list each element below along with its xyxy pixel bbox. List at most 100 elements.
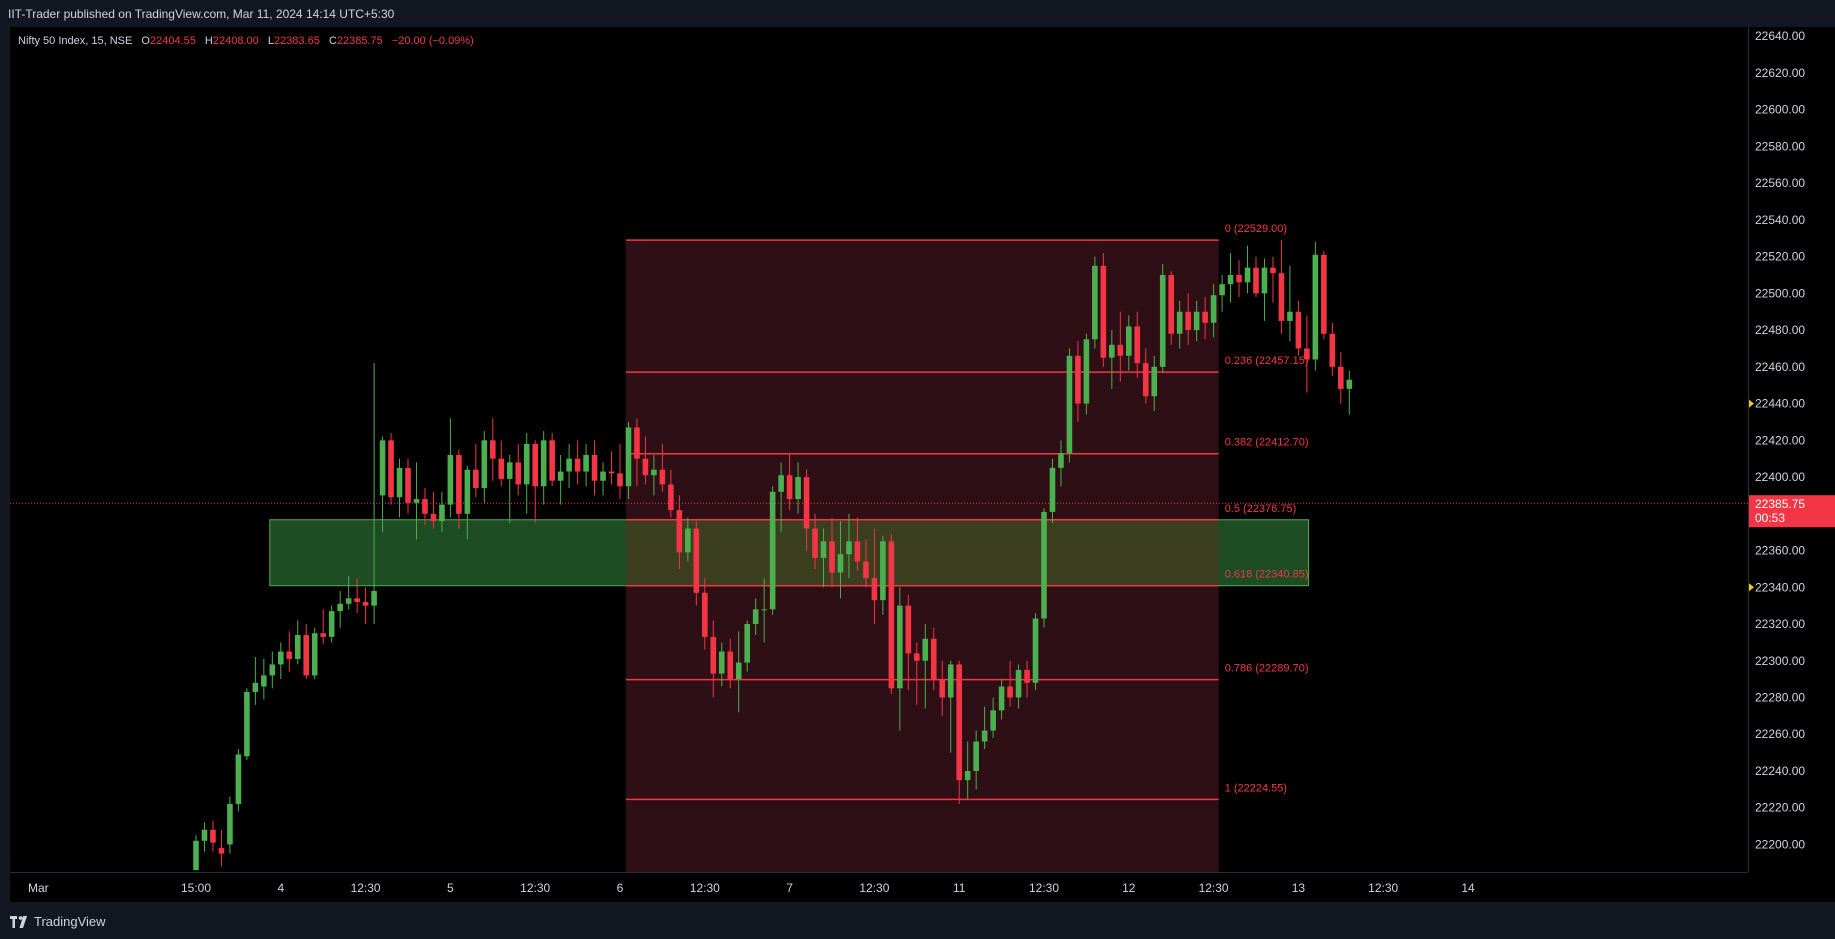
candle-body bbox=[1329, 333, 1336, 367]
candle-body bbox=[888, 541, 895, 689]
candle bbox=[1134, 311, 1141, 378]
candle bbox=[405, 458, 411, 514]
candle-body bbox=[1032, 618, 1039, 683]
candle bbox=[1176, 300, 1183, 349]
candle bbox=[1346, 370, 1353, 415]
candle-body bbox=[761, 609, 767, 611]
candle bbox=[769, 486, 776, 615]
candle bbox=[930, 627, 937, 691]
candle-body bbox=[863, 561, 869, 579]
candle bbox=[786, 453, 793, 511]
candle bbox=[1193, 300, 1200, 342]
candle-body bbox=[396, 467, 403, 498]
candle bbox=[523, 432, 530, 514]
candle-body bbox=[973, 741, 979, 771]
time-axis[interactable]: Mar 15:00 4 12:30 5 12:30 6 12:30 7 12:30 11 12:30 1… bbox=[10, 872, 1748, 903]
candle bbox=[820, 528, 827, 588]
candle bbox=[617, 443, 623, 500]
candle bbox=[566, 443, 572, 489]
countdown-timer: 00:53 bbox=[1755, 511, 1785, 525]
candle-body bbox=[685, 528, 691, 553]
candle bbox=[685, 517, 691, 562]
price-tick-label: 22320.00 bbox=[1755, 617, 1805, 631]
candle bbox=[947, 660, 954, 753]
candle bbox=[888, 534, 895, 694]
candle-body bbox=[388, 440, 394, 498]
candle-body bbox=[829, 541, 835, 573]
candle bbox=[1024, 660, 1030, 698]
open-value: 22404.55 bbox=[149, 35, 196, 47]
candle bbox=[956, 660, 962, 805]
candle-body bbox=[651, 469, 657, 476]
candle-body bbox=[871, 578, 878, 601]
candle-body bbox=[1185, 311, 1191, 331]
candle-body bbox=[532, 443, 538, 487]
candle-body bbox=[693, 528, 700, 593]
candle-body bbox=[1219, 284, 1225, 296]
symbol-label[interactable]: Nifty 50 Index, 15, NSE bbox=[18, 35, 133, 47]
candle-body bbox=[1049, 467, 1056, 512]
candle bbox=[880, 535, 886, 615]
price-tick-label: 22280.00 bbox=[1755, 690, 1805, 704]
candle-body bbox=[252, 682, 259, 692]
candle bbox=[1151, 355, 1158, 411]
candle-body bbox=[235, 754, 242, 805]
tradingview-logo[interactable]: TradingView bbox=[10, 914, 106, 929]
price-tick-label: 22300.00 bbox=[1755, 654, 1805, 668]
candle bbox=[1159, 263, 1166, 373]
candle bbox=[1041, 508, 1047, 628]
candle-body bbox=[1227, 274, 1234, 285]
candle bbox=[244, 688, 250, 760]
candle-body bbox=[1346, 379, 1353, 389]
time-tick-label: 12:30 bbox=[1368, 881, 1398, 895]
price-tick-label: 22360.00 bbox=[1755, 544, 1805, 558]
candle-body bbox=[227, 804, 233, 845]
fib-levels: 0 (22529.00) 0.236 (22457.15) 0.382 (22412… bbox=[625, 223, 1309, 801]
candle bbox=[659, 443, 666, 492]
candle-body bbox=[1338, 366, 1344, 389]
candle-body bbox=[1066, 355, 1073, 454]
chart-plot-area[interactable]: 0 (22529.00) 0.236 (22457.15) 0.382 (22412… bbox=[10, 27, 1748, 872]
candle bbox=[456, 449, 462, 529]
candle bbox=[1032, 612, 1039, 691]
price-axis[interactable]: 22640.00 22620.00 22600.00 22580.00 22560.00… bbox=[1748, 27, 1835, 872]
candle bbox=[608, 451, 615, 485]
candle bbox=[1236, 260, 1242, 298]
candle-body bbox=[744, 624, 750, 663]
candle-body bbox=[1100, 265, 1107, 358]
candle-body bbox=[897, 605, 903, 689]
candle bbox=[939, 660, 946, 716]
candle bbox=[574, 440, 581, 485]
candle bbox=[897, 587, 903, 731]
fib-level-label: 0.786 (22289.70) bbox=[1225, 663, 1309, 675]
high-value: 22408.00 bbox=[212, 35, 259, 47]
candles bbox=[193, 240, 1353, 871]
candle-body bbox=[947, 664, 954, 698]
time-tick-label: 11 bbox=[953, 881, 966, 895]
time-axis-svg[interactable]: Mar 15:00 4 12:30 5 12:30 6 12:30 7 12:30 11 12:30 1… bbox=[10, 873, 1748, 903]
candle bbox=[1015, 664, 1022, 709]
candle-body bbox=[702, 592, 708, 637]
candle-body bbox=[311, 633, 318, 676]
candle bbox=[278, 642, 284, 680]
chart-svg[interactable]: 0 (22529.00) 0.236 (22457.15) 0.382 (22412… bbox=[10, 27, 1748, 872]
candle-body bbox=[506, 462, 513, 479]
price-tick-label: 22420.00 bbox=[1755, 433, 1805, 447]
candle-body bbox=[1295, 311, 1302, 349]
candle-body bbox=[1159, 274, 1166, 367]
price-tick-label: 22460.00 bbox=[1755, 360, 1805, 374]
candle bbox=[964, 741, 971, 799]
candle bbox=[261, 658, 267, 700]
candle bbox=[1338, 352, 1344, 404]
candle-body bbox=[1015, 669, 1022, 698]
candle-body bbox=[880, 541, 886, 601]
candle-body bbox=[328, 611, 335, 637]
candle bbox=[557, 455, 564, 505]
candle bbox=[591, 440, 598, 496]
candle-body bbox=[1092, 265, 1098, 340]
price-axis-svg[interactable]: 22640.00 22620.00 22600.00 22580.00 22560.00… bbox=[1749, 27, 1835, 872]
time-tick-label: 12:30 bbox=[1199, 881, 1229, 895]
time-tick-label: 14 bbox=[1461, 881, 1475, 895]
candle-body bbox=[1007, 686, 1013, 698]
candle bbox=[252, 657, 259, 705]
